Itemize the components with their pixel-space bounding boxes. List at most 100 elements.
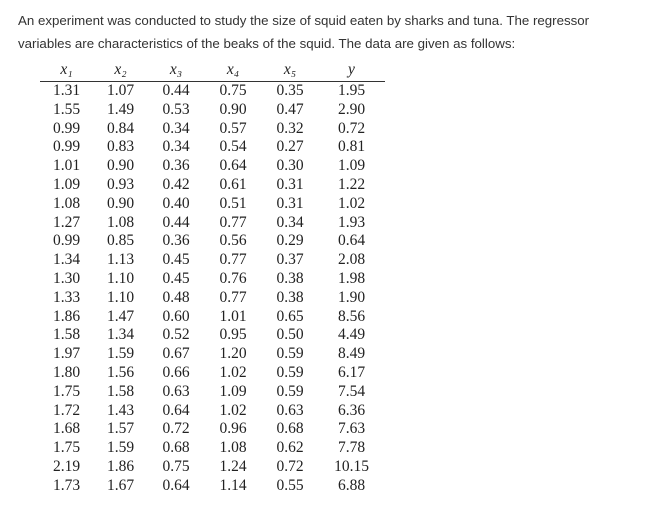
table-cell: 1.90 bbox=[337, 288, 366, 306]
table-cell: 0.99 bbox=[52, 119, 81, 137]
table-cell: 0.45 bbox=[162, 251, 190, 269]
table-cell: 0.38 bbox=[276, 288, 304, 306]
table-cell: 1.01 bbox=[219, 307, 247, 325]
table-row: 1.58 1.34 0.52 0.95 0.50 4.49 bbox=[40, 326, 385, 345]
table-cell: 0.99 bbox=[52, 232, 81, 250]
table-cell: 7.54 bbox=[337, 382, 366, 400]
table-cell: 1.07 bbox=[106, 82, 135, 99]
table-cell: 0.81 bbox=[337, 138, 366, 156]
table-row: 1.09 0.93 0.42 0.61 0.31 1.22 bbox=[40, 176, 385, 195]
table-cell: 0.67 bbox=[162, 345, 190, 363]
table-row: 0.99 0.85 0.36 0.56 0.29 0.64 bbox=[40, 232, 385, 251]
table-cell: 1.08 bbox=[219, 439, 247, 457]
table-cell: 1.31 bbox=[52, 82, 81, 99]
table-row: 1.75 1.58 0.63 1.09 0.59 7.54 bbox=[40, 383, 385, 402]
table-cell: 1.14 bbox=[219, 476, 247, 494]
table-cell: 1.59 bbox=[106, 345, 135, 363]
table-cell: 1.10 bbox=[106, 288, 135, 306]
table-cell: 1.10 bbox=[106, 269, 135, 287]
table-cell: 0.59 bbox=[276, 345, 304, 363]
table-cell: 0.96 bbox=[219, 420, 247, 438]
table-cell: 0.44 bbox=[162, 213, 190, 231]
table-cell: 0.90 bbox=[106, 194, 135, 212]
table-cell: 0.75 bbox=[219, 82, 247, 99]
table-row: 1.33 1.10 0.48 0.77 0.38 1.90 bbox=[40, 289, 385, 308]
table-row: 1.97 1.59 0.67 1.20 0.59 8.49 bbox=[40, 345, 385, 364]
table-cell: 0.63 bbox=[162, 382, 190, 400]
table-cell: 0.68 bbox=[276, 420, 304, 438]
table-cell: 1.09 bbox=[337, 157, 366, 175]
table-cell: 0.95 bbox=[219, 326, 247, 344]
table-cell: 0.30 bbox=[276, 157, 304, 175]
table-cell: 0.35 bbox=[276, 82, 304, 99]
table-cell: 1.95 bbox=[337, 82, 366, 99]
table-cell: 0.77 bbox=[219, 213, 247, 231]
table-cell: 1.02 bbox=[337, 194, 366, 212]
table-cell: 1.22 bbox=[337, 175, 366, 193]
table-cell: 1.01 bbox=[52, 157, 81, 175]
table-row: 2.19 1.86 0.75 1.24 0.72 10.15 bbox=[40, 458, 385, 477]
table-cell: 1.75 bbox=[52, 382, 81, 400]
table-cell: 0.52 bbox=[162, 326, 190, 344]
table-cell: 1.73 bbox=[52, 476, 81, 494]
table-row: 1.68 1.57 0.72 0.96 0.68 7.63 bbox=[40, 420, 385, 439]
table-cell: 1.98 bbox=[337, 269, 366, 287]
table-cell: 1.56 bbox=[106, 363, 135, 381]
table-cell: 8.56 bbox=[337, 307, 366, 325]
table-cell: 0.60 bbox=[162, 307, 190, 325]
table-cell: 1.27 bbox=[52, 213, 81, 231]
table-cell: 8.49 bbox=[337, 345, 366, 363]
table-cell: 1.20 bbox=[219, 345, 247, 363]
table-row: 1.55 1.49 0.53 0.90 0.47 2.90 bbox=[40, 101, 385, 120]
table-cell: 1.33 bbox=[52, 288, 81, 306]
table-cell: 0.50 bbox=[276, 326, 304, 344]
table-cell: 1.24 bbox=[219, 457, 247, 475]
table-row: 1.34 1.13 0.45 0.77 0.37 2.08 bbox=[40, 251, 385, 270]
table-cell: 10.15 bbox=[334, 457, 369, 475]
column-header: y bbox=[318, 60, 385, 82]
table-cell: 0.56 bbox=[219, 232, 247, 250]
table-cell: 2.08 bbox=[337, 251, 366, 269]
table-cell: 0.32 bbox=[276, 119, 304, 137]
table-cell: 0.72 bbox=[162, 420, 190, 438]
table-cell: 1.58 bbox=[52, 326, 81, 344]
table-cell: 1.97 bbox=[52, 345, 81, 363]
table-cell: 1.08 bbox=[106, 213, 135, 231]
table-cell: 0.99 bbox=[52, 138, 81, 156]
column-header: x₂ bbox=[93, 60, 148, 82]
data-table: x₁ x₂ x₃ x₄ x₅ y 1.31 1.07 0.44 0.75 0.35 1.95 1.55… bbox=[40, 60, 385, 496]
table-row: 1.01 0.90 0.36 0.64 0.30 1.09 bbox=[40, 157, 385, 176]
table-cell: 0.63 bbox=[276, 401, 304, 419]
table-cell: 1.67 bbox=[106, 476, 135, 494]
table-cell: 0.75 bbox=[162, 457, 190, 475]
table-cell: 0.40 bbox=[162, 194, 190, 212]
table-row: 0.99 0.83 0.34 0.54 0.27 0.81 bbox=[40, 138, 385, 157]
table-cell: 6.17 bbox=[337, 363, 366, 381]
table-cell: 7.63 bbox=[337, 420, 366, 438]
table-cell: 0.64 bbox=[162, 401, 190, 419]
table-row: 1.08 0.90 0.40 0.51 0.31 1.02 bbox=[40, 195, 385, 214]
table-row: 1.30 1.10 0.45 0.76 0.38 1.98 bbox=[40, 270, 385, 289]
table-cell: 0.61 bbox=[219, 175, 247, 193]
table-cell: 0.53 bbox=[162, 100, 190, 118]
table-cell: 0.34 bbox=[162, 138, 190, 156]
table-cell: 2.19 bbox=[52, 457, 81, 475]
table-cell: 0.59 bbox=[276, 363, 304, 381]
table-cell: 1.47 bbox=[106, 307, 135, 325]
table-cell: 1.34 bbox=[52, 251, 81, 269]
table-cell: 0.93 bbox=[106, 175, 135, 193]
table-cell: 0.47 bbox=[276, 100, 304, 118]
table-cell: 0.90 bbox=[106, 157, 135, 175]
table-cell: 1.08 bbox=[52, 194, 81, 212]
table-cell: 4.49 bbox=[337, 326, 366, 344]
table-cell: 0.38 bbox=[276, 269, 304, 287]
table-cell: 0.55 bbox=[276, 476, 304, 494]
table-cell: 6.88 bbox=[337, 476, 366, 494]
table-row: 1.31 1.07 0.44 0.75 0.35 1.95 bbox=[40, 82, 385, 101]
table-cell: 0.57 bbox=[219, 119, 247, 137]
table-cell: 1.02 bbox=[219, 363, 247, 381]
table-cell: 1.43 bbox=[106, 401, 135, 419]
column-header: x₄ bbox=[204, 60, 262, 82]
table-cell: 1.68 bbox=[52, 420, 81, 438]
table-cell: 0.83 bbox=[106, 138, 135, 156]
